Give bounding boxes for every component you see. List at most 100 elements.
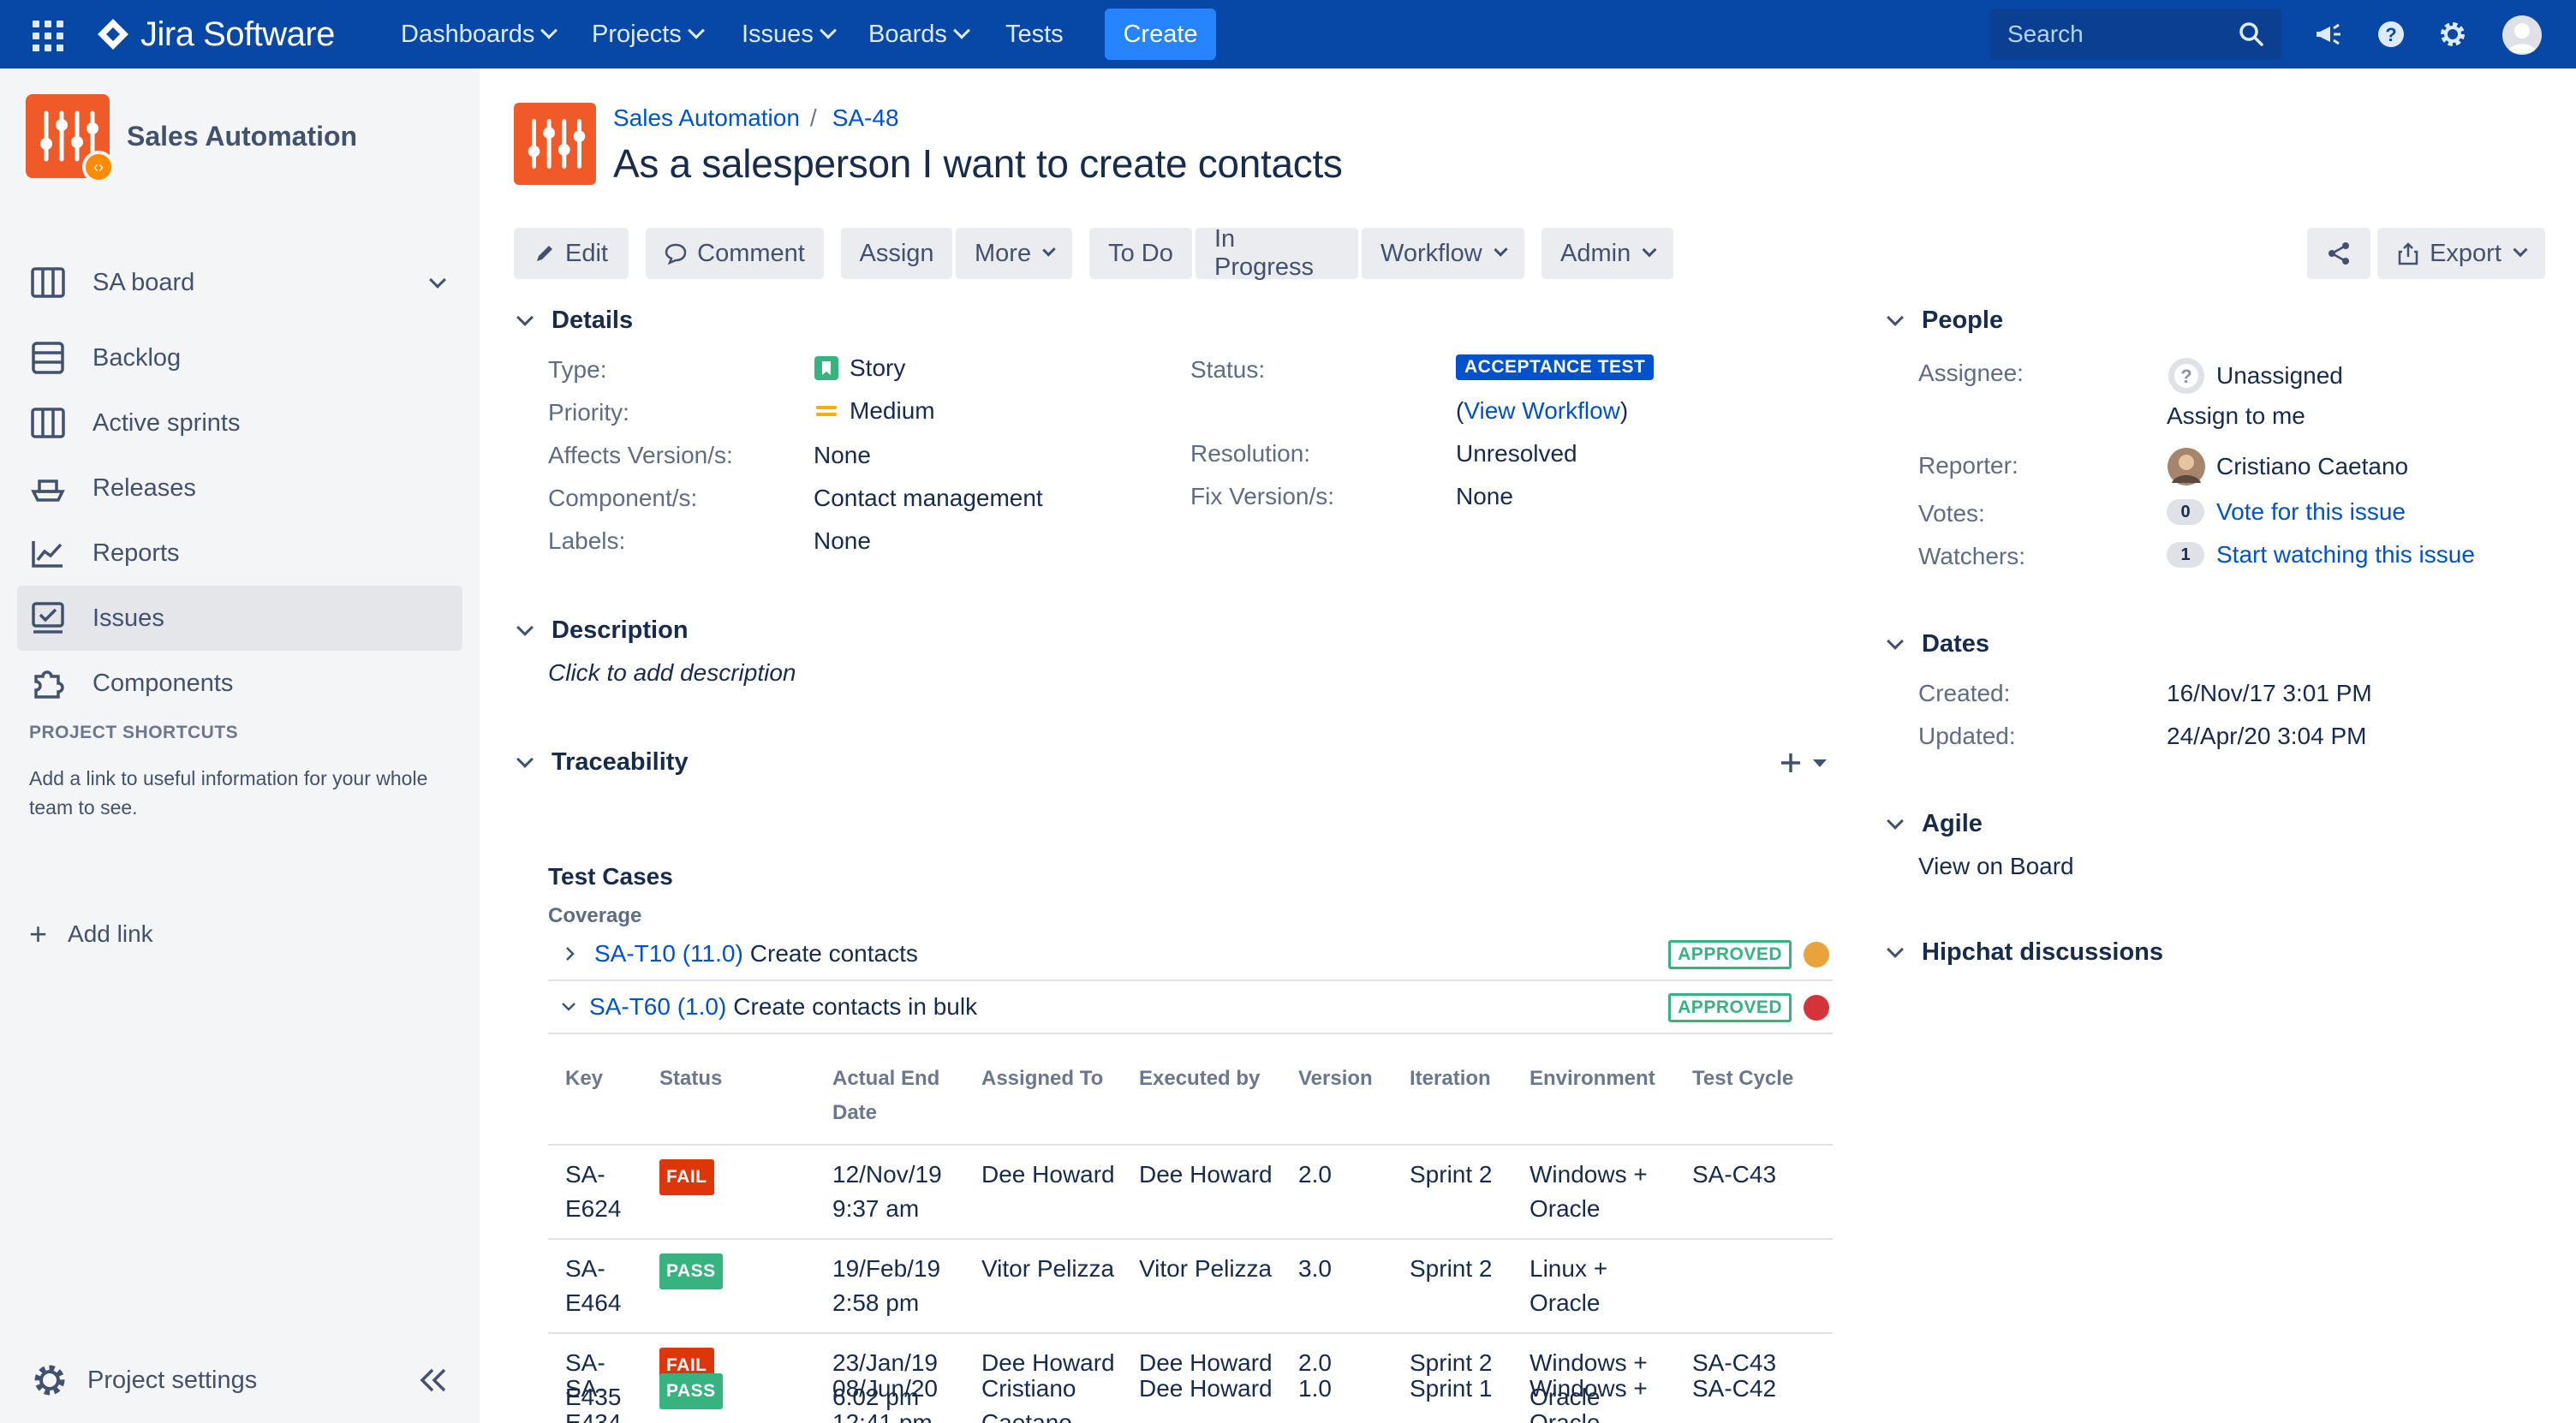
help-icon[interactable]: ? xyxy=(2374,17,2408,51)
approved-status-badge: APPROVED xyxy=(1668,940,1792,969)
start-watching-link[interactable]: Start watching this issue xyxy=(2216,541,2475,568)
execution-assigned-to: Dee Howard xyxy=(981,1161,1115,1188)
gear-icon xyxy=(34,1365,65,1396)
create-button[interactable]: Create xyxy=(1105,9,1216,60)
execution-executed-by: Vitor Pelizza xyxy=(1139,1255,1273,1282)
add-link-button[interactable]: + Add link xyxy=(29,916,153,952)
user-avatar[interactable] xyxy=(2502,15,2542,55)
code-badge-icon: ‹› xyxy=(82,151,115,183)
test-case-key-link[interactable]: SA-T10 (11.0) xyxy=(594,940,743,967)
traceability-section-toggle[interactable]: Traceability xyxy=(514,748,689,777)
view-on-board-link[interactable]: View on Board xyxy=(1918,853,2074,879)
sidebar-item-label: Issues xyxy=(92,604,164,632)
nav-issues[interactable]: Issues xyxy=(742,15,837,53)
transition-to-do-button[interactable]: To Do xyxy=(1089,228,1192,279)
nav-issues-label: Issues xyxy=(742,20,814,48)
sliders-icon xyxy=(528,119,586,169)
people-section-toggle[interactable]: People xyxy=(1884,307,2003,335)
fix-version-value: None xyxy=(1456,483,1513,509)
details-heading: Details xyxy=(552,307,634,334)
plus-icon: + xyxy=(29,916,48,951)
view-workflow-link[interactable]: View Workflow xyxy=(1464,397,1620,424)
votes-label: Votes: xyxy=(1918,500,1985,527)
edit-button[interactable]: Edit xyxy=(514,228,629,279)
nav-boards[interactable]: Boards xyxy=(868,15,970,53)
description-section-toggle[interactable]: Description xyxy=(514,616,689,645)
chevron-down-icon xyxy=(2513,242,2528,258)
issue-summary-title[interactable]: As a salesperson I want to create contac… xyxy=(613,141,1343,186)
chevron-down-icon xyxy=(562,1003,575,1011)
sidebar-board-selector[interactable]: SA board xyxy=(17,250,462,315)
app-switcher-icon[interactable] xyxy=(31,19,63,51)
reporter-value[interactable]: Cristiano Caetano xyxy=(2167,447,2408,486)
execution-key-link[interactable]: SA-E435 xyxy=(565,1349,622,1410)
assign-button[interactable]: Assign xyxy=(841,228,952,279)
search-input[interactable] xyxy=(2007,21,2239,48)
sidebar-item-backlog[interactable]: Backlog xyxy=(17,325,462,390)
traceability-add-menu[interactable] xyxy=(1778,750,1829,776)
jira-logo[interactable]: Jira Software xyxy=(96,14,335,55)
export-button[interactable]: Export xyxy=(2377,228,2545,279)
chevron-down-icon xyxy=(516,308,534,326)
agile-section-toggle[interactable]: Agile xyxy=(1884,810,1983,838)
hipchat-heading: Hipchat discussions xyxy=(1922,938,2164,966)
comment-button-label: Comment xyxy=(697,239,805,267)
test-case-row[interactable]: SA-T60 (1.0) Create contacts in bulk APP… xyxy=(548,981,1833,1034)
assign-to-me-link[interactable]: Assign to me xyxy=(2167,402,2305,429)
project-header[interactable]: ‹› Sales Automation xyxy=(26,94,358,183)
components-puzzle-icon xyxy=(29,664,67,702)
nav-tests[interactable]: Tests xyxy=(1005,15,1064,53)
workflow-button[interactable]: Workflow xyxy=(1362,228,1524,279)
search-icon[interactable] xyxy=(2239,21,2264,47)
notifications-megaphone-icon[interactable] xyxy=(2312,17,2346,51)
comment-button[interactable]: Comment xyxy=(646,228,824,279)
execution-end-date: 19/Feb/19 2:58 pm xyxy=(832,1255,941,1316)
test-cycle-link[interactable]: SA-C42 xyxy=(1692,1375,1777,1402)
test-case-key-link[interactable]: SA-T60 (1.0) xyxy=(589,993,727,1020)
execution-key-link[interactable]: SA-E624 xyxy=(565,1161,622,1222)
sidebar-item-issues[interactable]: Issues xyxy=(17,586,462,651)
test-cycle-link[interactable]: SA-C43 xyxy=(1692,1161,1777,1188)
execution-iteration: Sprint 2 xyxy=(1410,1161,1493,1188)
sidebar-item-reports[interactable]: Reports xyxy=(17,521,462,586)
issue-view: Sales Automation / SA-48 As a salesperso… xyxy=(480,68,2576,1423)
execution-key-link[interactable]: SA-E464 xyxy=(565,1255,622,1316)
test-case-row[interactable]: SA-T10 (11.0) Create contacts APPROVED xyxy=(548,928,1833,981)
breadcrumb-issue-key-link[interactable]: SA-48 xyxy=(832,104,899,131)
chevron-down-icon xyxy=(1642,242,1657,258)
status-badge[interactable]: ACCEPTANCE TEST xyxy=(1456,354,1655,380)
execution-environment: Linux + Oracle xyxy=(1530,1255,1608,1316)
breadcrumb-project-link[interactable]: Sales Automation xyxy=(613,104,800,131)
execution-key-link[interactable]: SA-E434 xyxy=(565,1375,622,1423)
sidebar-item-components[interactable]: Components xyxy=(17,651,462,716)
chevron-right-icon xyxy=(566,947,575,961)
details-section-toggle[interactable]: Details xyxy=(514,307,633,335)
admin-button[interactable]: Admin xyxy=(1541,228,1673,279)
reporter-label: Reporter: xyxy=(1918,452,2018,479)
component-link[interactable]: Contact management xyxy=(814,485,1043,511)
hipchat-section-toggle[interactable]: Hipchat discussions xyxy=(1884,938,2163,967)
paren-close: ) xyxy=(1619,397,1629,424)
test-cycle-link[interactable]: SA-C43 xyxy=(1692,1349,1777,1376)
nav-projects[interactable]: Projects xyxy=(592,15,705,53)
chevron-down-icon xyxy=(1494,242,1508,257)
view-workflow-wrapper: (View Workflow) xyxy=(1456,397,1628,425)
edit-button-label: Edit xyxy=(565,239,608,267)
collapse-sidebar-icon[interactable] xyxy=(414,1361,452,1399)
share-button[interactable] xyxy=(2307,228,2370,279)
sidebar-item-active-sprints[interactable]: Active sprints xyxy=(17,390,462,455)
more-button[interactable]: More xyxy=(956,228,1072,279)
settings-gear-icon[interactable] xyxy=(2436,17,2470,51)
project-avatar: ‹› xyxy=(26,94,115,183)
type-value-text: Story xyxy=(850,354,906,381)
transition-in-progress-button[interactable]: In Progress xyxy=(1196,225,1358,281)
project-name: Sales Automation xyxy=(127,120,358,152)
test-case-name: Create contacts in bulk xyxy=(733,993,978,1020)
chevron-down-icon xyxy=(952,21,970,39)
project-settings-link[interactable]: Project settings xyxy=(31,1361,257,1399)
sidebar-item-releases[interactable]: Releases xyxy=(17,455,462,521)
dates-section-toggle[interactable]: Dates xyxy=(1884,630,1989,658)
nav-dashboards[interactable]: Dashboards xyxy=(401,15,558,53)
vote-for-issue-link[interactable]: Vote for this issue xyxy=(2216,498,2406,525)
description-placeholder[interactable]: Click to add description xyxy=(548,659,796,686)
